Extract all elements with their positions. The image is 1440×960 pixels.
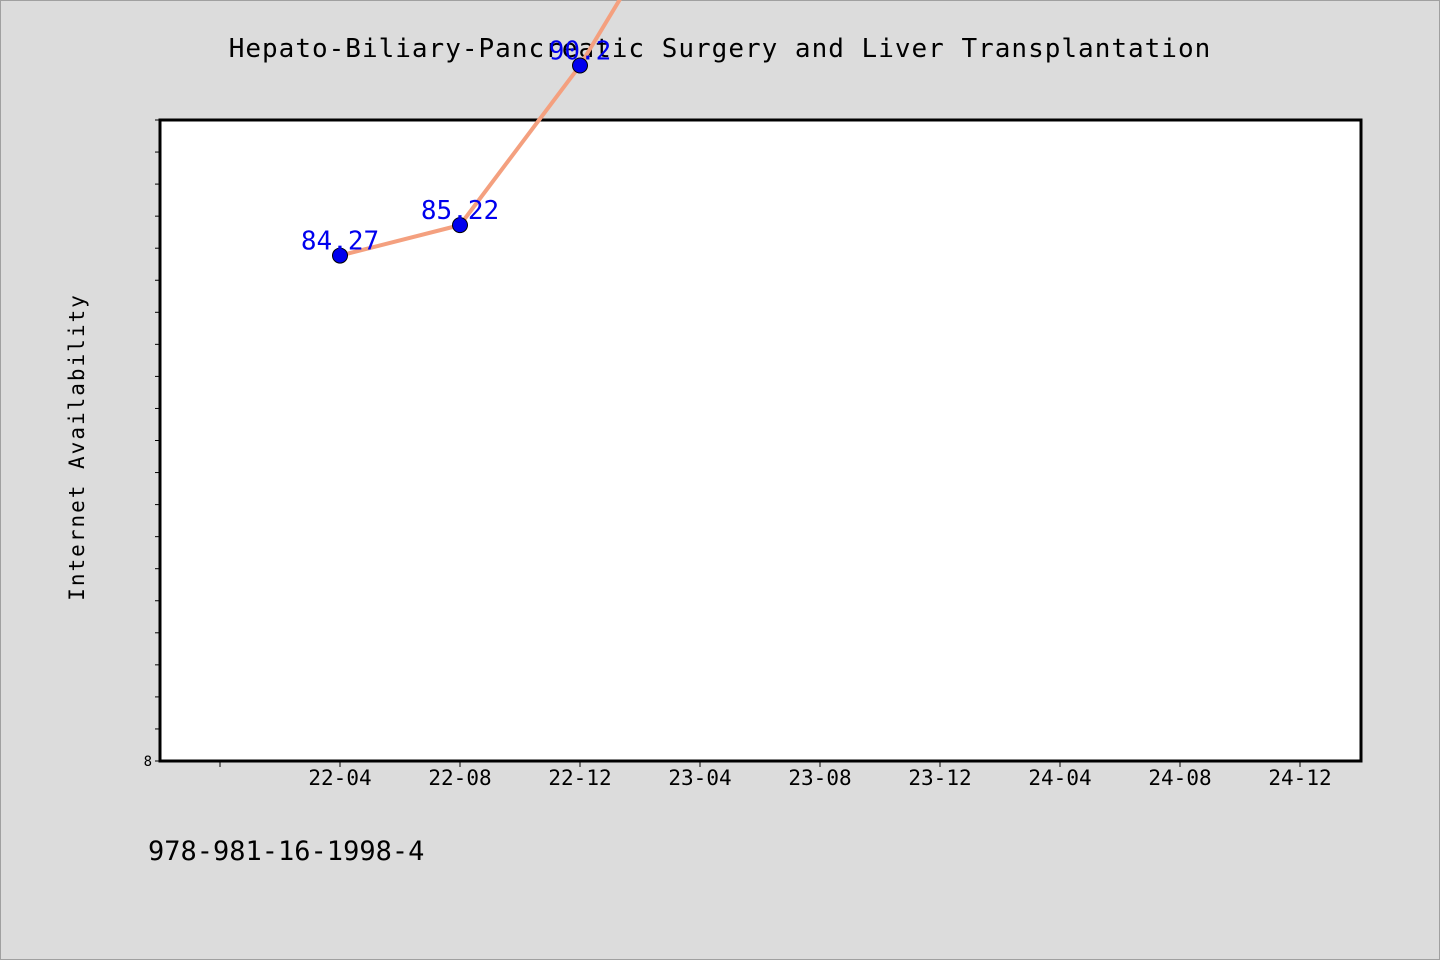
chart-title: Hepato-Biliary-Pancreatic Surgery and Li… xyxy=(228,34,1212,64)
data-point xyxy=(332,247,348,264)
data-point xyxy=(452,217,468,234)
data-point xyxy=(572,57,588,74)
axis-ticks xyxy=(155,119,1301,767)
data-label: 90.2 xyxy=(549,37,612,67)
y-tick-labels: 8 xyxy=(144,754,152,770)
x-tick-label: 22-04 xyxy=(308,766,371,790)
data-label: 84.27 xyxy=(301,227,379,257)
x-tick-label: 22-08 xyxy=(428,766,491,790)
series-markers xyxy=(332,57,588,264)
x-tick-label: 22-12 xyxy=(548,766,611,790)
x-tick-label: 24-12 xyxy=(1268,766,1331,790)
x-tick-label: 24-08 xyxy=(1148,766,1211,790)
x-tick-label: 23-12 xyxy=(908,766,971,790)
x-tick-label: 23-04 xyxy=(668,766,731,790)
series-lines xyxy=(338,0,622,258)
series-line xyxy=(338,0,622,258)
x-tick-labels: 22-04 22-08 22-12 23-04 23-08 23-12 24-04 24-08… xyxy=(308,766,1331,790)
x-tick-label: 23-08 xyxy=(788,766,851,790)
y-tick-label: 8 xyxy=(144,754,152,770)
x-tick-label: 24-04 xyxy=(1028,766,1091,790)
plot-area xyxy=(158,118,1363,763)
data-labels: 84.2785.2290.296.4196.5295.0994.7794.629… xyxy=(301,37,612,257)
footer-isbn: 978-981-16-1998-4 xyxy=(148,836,425,867)
data-label: 85.22 xyxy=(421,196,499,226)
